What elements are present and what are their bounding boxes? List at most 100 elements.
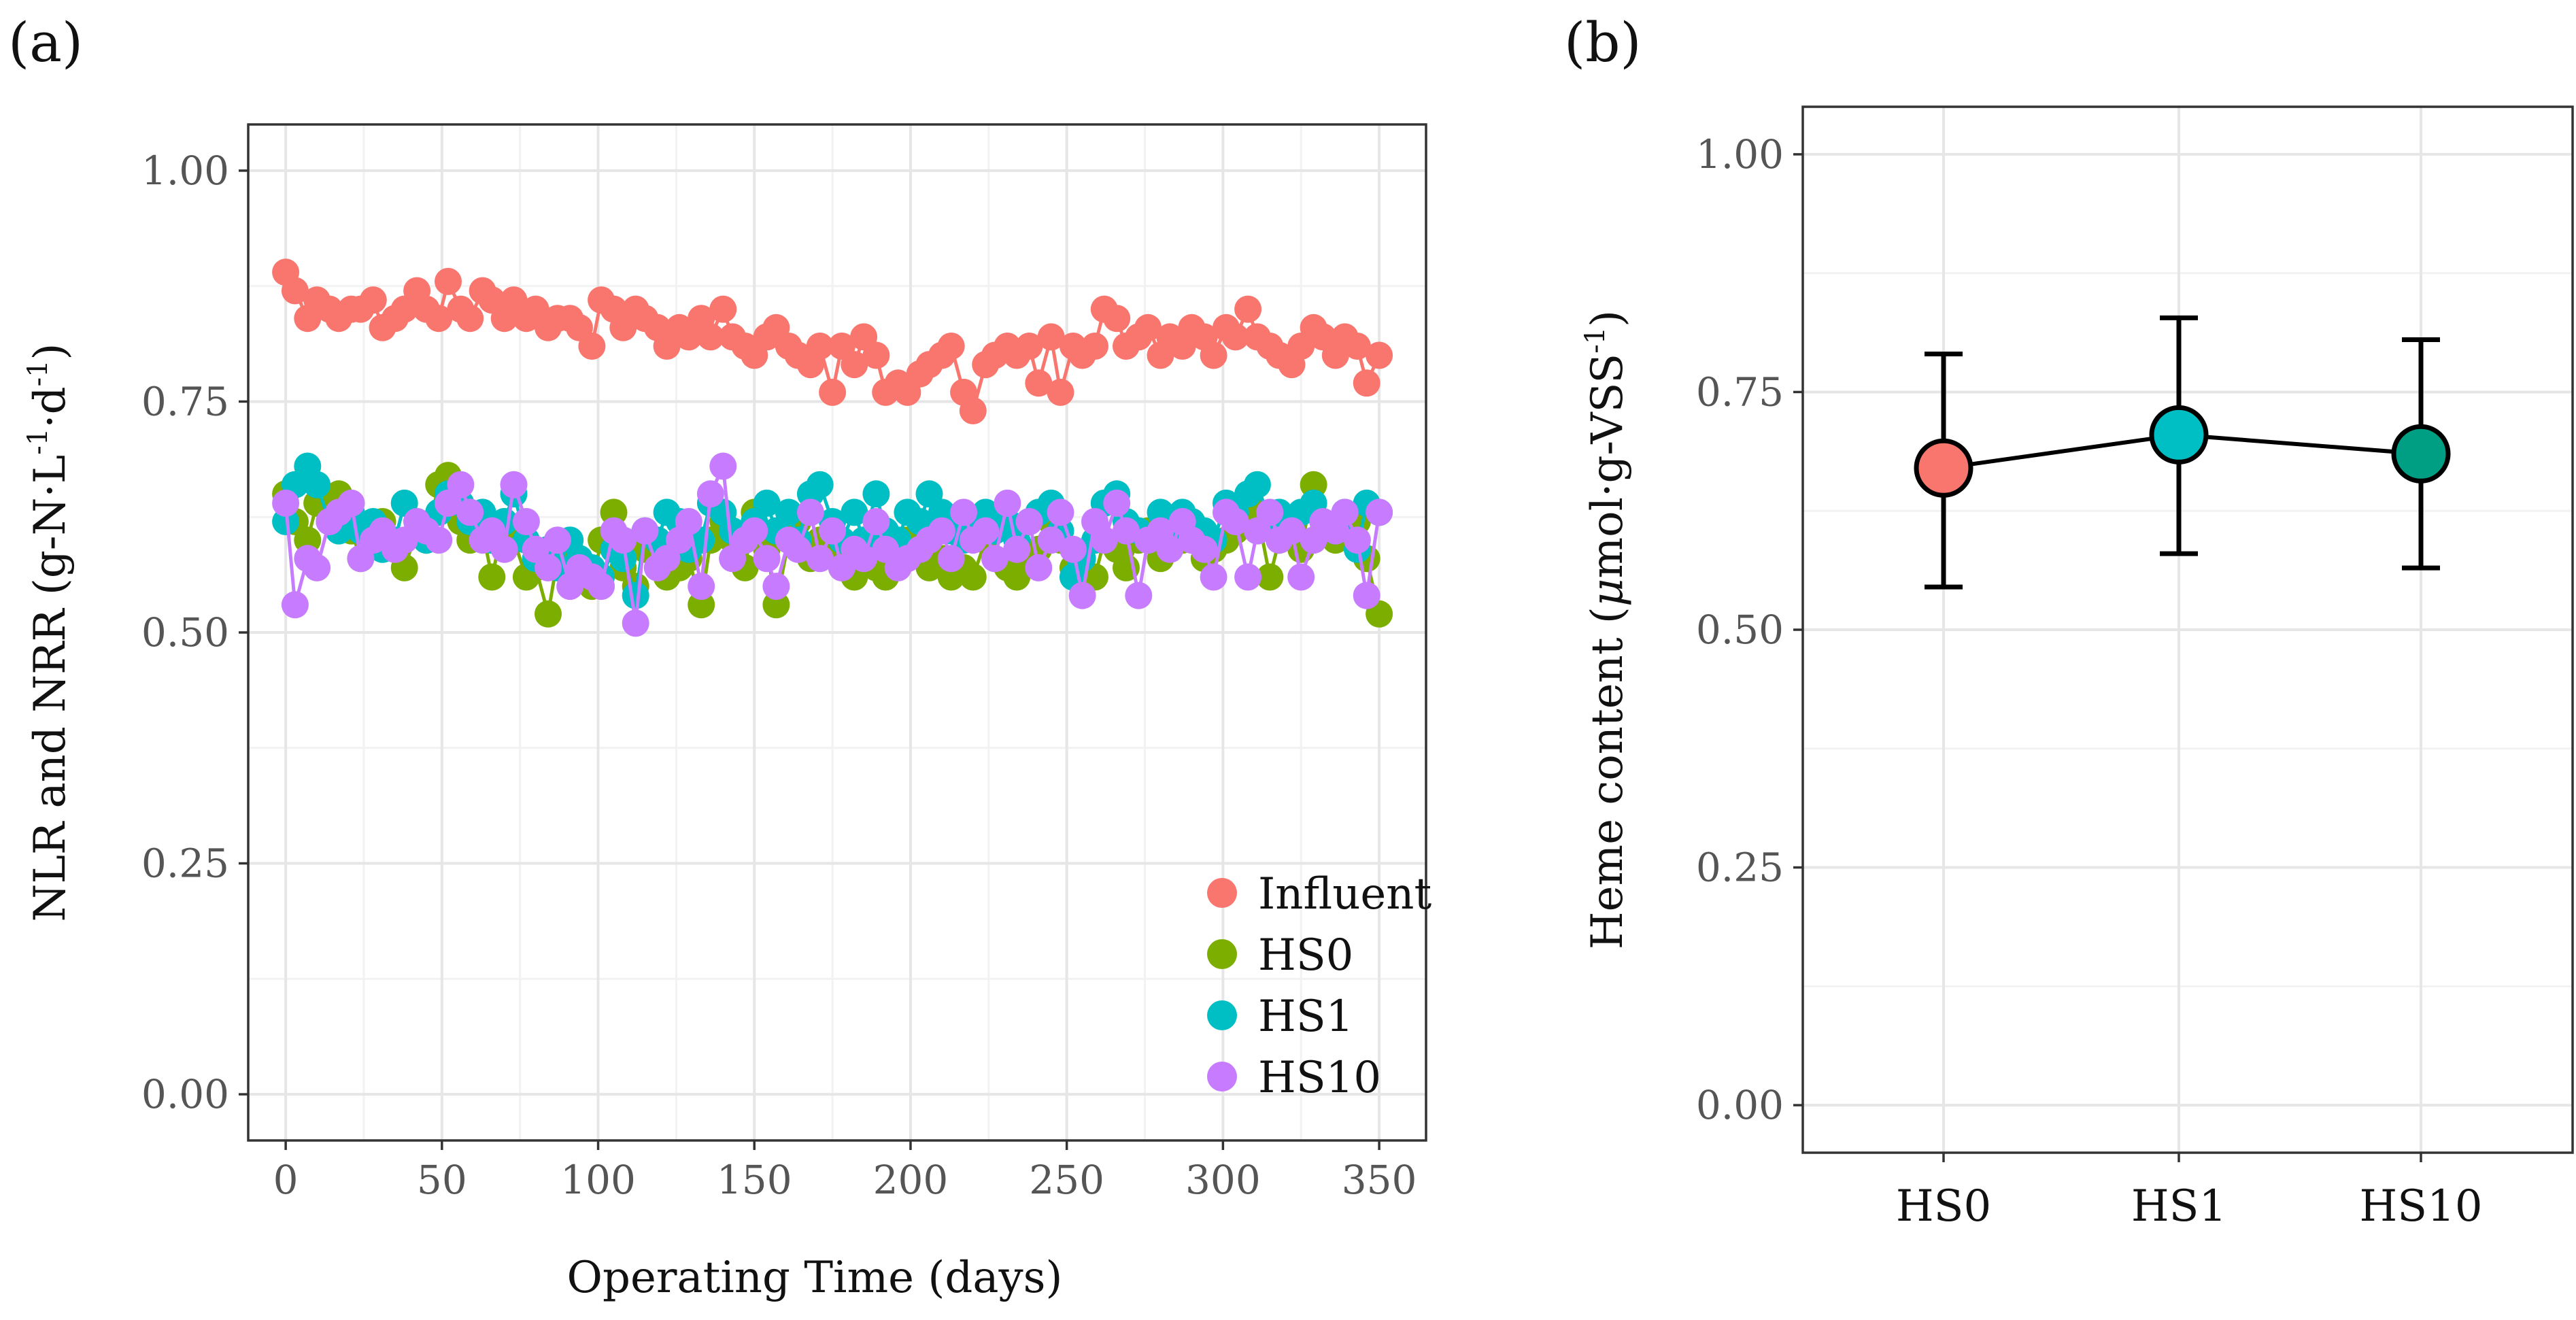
legend-label-influent: Influent [1258,869,1432,919]
y-title-mid: ·d [25,386,75,428]
data-point-hs10 [1025,554,1053,581]
series-influent [272,258,1393,424]
data-point-hs1 [622,581,649,609]
panel-b-x-tick-label-hs0: HS0 [1896,1181,1991,1232]
data-point-hs10 [1047,498,1074,526]
data-point-hs10 [1003,535,1031,563]
panel-b-x-tick-label-hs10: HS10 [2359,1181,2482,1232]
panel-a-x-tick-label: 0 [273,1157,299,1203]
data-point-hs10 [500,471,528,498]
data-point-hs10 [819,517,847,545]
data-point-hs1 [303,471,331,498]
data-point-influent [1047,378,1074,406]
data-point-hs10 [796,498,824,526]
data-point-hs10 [762,573,790,600]
data-point-hs10 [1331,498,1359,526]
panel-a-x-axis-title: Operating Time (days) [567,1253,1063,1303]
panel-a-ticks: 0 50 100 150 200 250 300 350 0.00 0.25 0.50 0.75 1.0… [141,148,1417,1203]
data-point-influent [806,333,834,360]
panel-b-y-tick-label: 0.00 [1696,1082,1784,1128]
y-title-main: NLR and NRR (g-N·L [25,455,75,922]
data-point-hs10 [1366,498,1393,526]
data-point-hs10 [1278,517,1306,545]
panel-a-x-tick-label: 100 [560,1157,636,1203]
panel-a-y-tick-label: 0.50 [141,609,229,656]
panel-a-legend: Influent HS0 HS1 HS10 [1207,869,1432,1103]
data-point-hs0 [535,600,562,628]
data-point-hs10 [753,545,781,573]
data-point-influent [1037,323,1065,351]
data-point-hs10 [1015,508,1043,535]
panel-b-ticks: 0.00 0.25 0.50 0.75 1.00 HS0 HS1 HS10 [1696,131,2483,1232]
panel-b-marks [1914,315,2451,590]
data-point-hs10 [850,545,878,573]
mean-point-hs1 [2149,405,2209,464]
panel-b: (b) 0.00 0.25 0.50 0.75 1.00 HS0 HS1 HS10 Heme … [1564,11,2574,1232]
data-point-hs1 [753,489,781,517]
data-point-hs10 [981,545,1009,573]
panel-a-x-tick-label: 300 [1185,1157,1261,1203]
legend-key-influent [1207,878,1237,908]
data-point-influent [1234,295,1262,323]
data-point-hs1 [1243,471,1271,498]
data-point-hs10 [1256,498,1284,526]
data-point-influent [1221,323,1249,351]
data-point-hs10 [675,508,702,535]
data-point-hs10 [1200,563,1227,591]
data-point-hs10 [609,526,637,554]
data-point-hs10 [950,498,978,526]
data-point-hs10 [543,526,571,554]
y-title-sup-2: -1 [22,360,54,386]
data-point-hs10 [862,508,890,535]
data-point-influent [1025,369,1053,397]
panel-b-y-tick-label: 1.00 [1696,131,1784,177]
data-point-hs10 [1113,517,1140,545]
data-point-hs0 [1256,563,1284,591]
b-y-title-mu: μ [1582,579,1633,607]
y-title-end: ) [25,343,75,360]
data-point-hs10 [1343,526,1371,554]
panel-a-x-tick-label: 150 [717,1157,792,1203]
data-point-influent [578,333,606,360]
data-point-influent [359,286,387,314]
panel-b-y-tick-label: 0.50 [1696,607,1784,653]
data-point-hs10 [303,554,331,581]
panel-a-x-tick-label: 250 [1029,1157,1104,1203]
data-point-influent [281,277,309,305]
data-point-hs10 [588,573,615,600]
b-y-title-sup: -1 [1580,327,1611,354]
panel-a-y-tick-label: 1.00 [141,148,229,194]
data-point-influent [1200,341,1227,369]
data-point-hs1 [775,498,802,526]
legend-key-hs0 [1207,939,1237,969]
data-point-hs10 [1037,526,1065,554]
y-title-sup-1: -1 [22,428,54,455]
panel-b-x-tick-label-hs1: HS1 [2131,1181,2226,1232]
mean-point-hs0 [1914,438,1973,498]
panel-b-y-tick-label: 0.75 [1696,369,1784,415]
data-point-hs10 [688,573,715,600]
data-point-hs10 [512,508,540,535]
data-point-hs10 [1059,535,1087,563]
data-point-hs10 [1221,508,1249,535]
data-point-hs10 [1234,563,1262,591]
data-point-hs0 [959,563,987,591]
data-point-hs10 [1156,535,1184,563]
data-point-hs10 [784,535,812,563]
legend-label-hs1: HS1 [1258,992,1353,1042]
data-point-influent [959,397,987,424]
mean-point-hs10 [2391,424,2451,484]
legend-key-hs10 [1207,1062,1237,1091]
data-point-hs10 [696,480,724,508]
data-point-influent [1103,305,1131,333]
data-point-influent [1081,333,1108,360]
data-point-influent [435,267,462,295]
data-point-hs10 [281,591,309,619]
data-point-influent [456,305,484,333]
panel-b-y-tick-label: 0.25 [1696,845,1784,891]
data-point-hs10 [1090,526,1118,554]
data-point-hs1 [862,480,890,508]
b-y-title-main: Heme content ( [1582,607,1633,949]
data-point-hs10 [1287,563,1315,591]
